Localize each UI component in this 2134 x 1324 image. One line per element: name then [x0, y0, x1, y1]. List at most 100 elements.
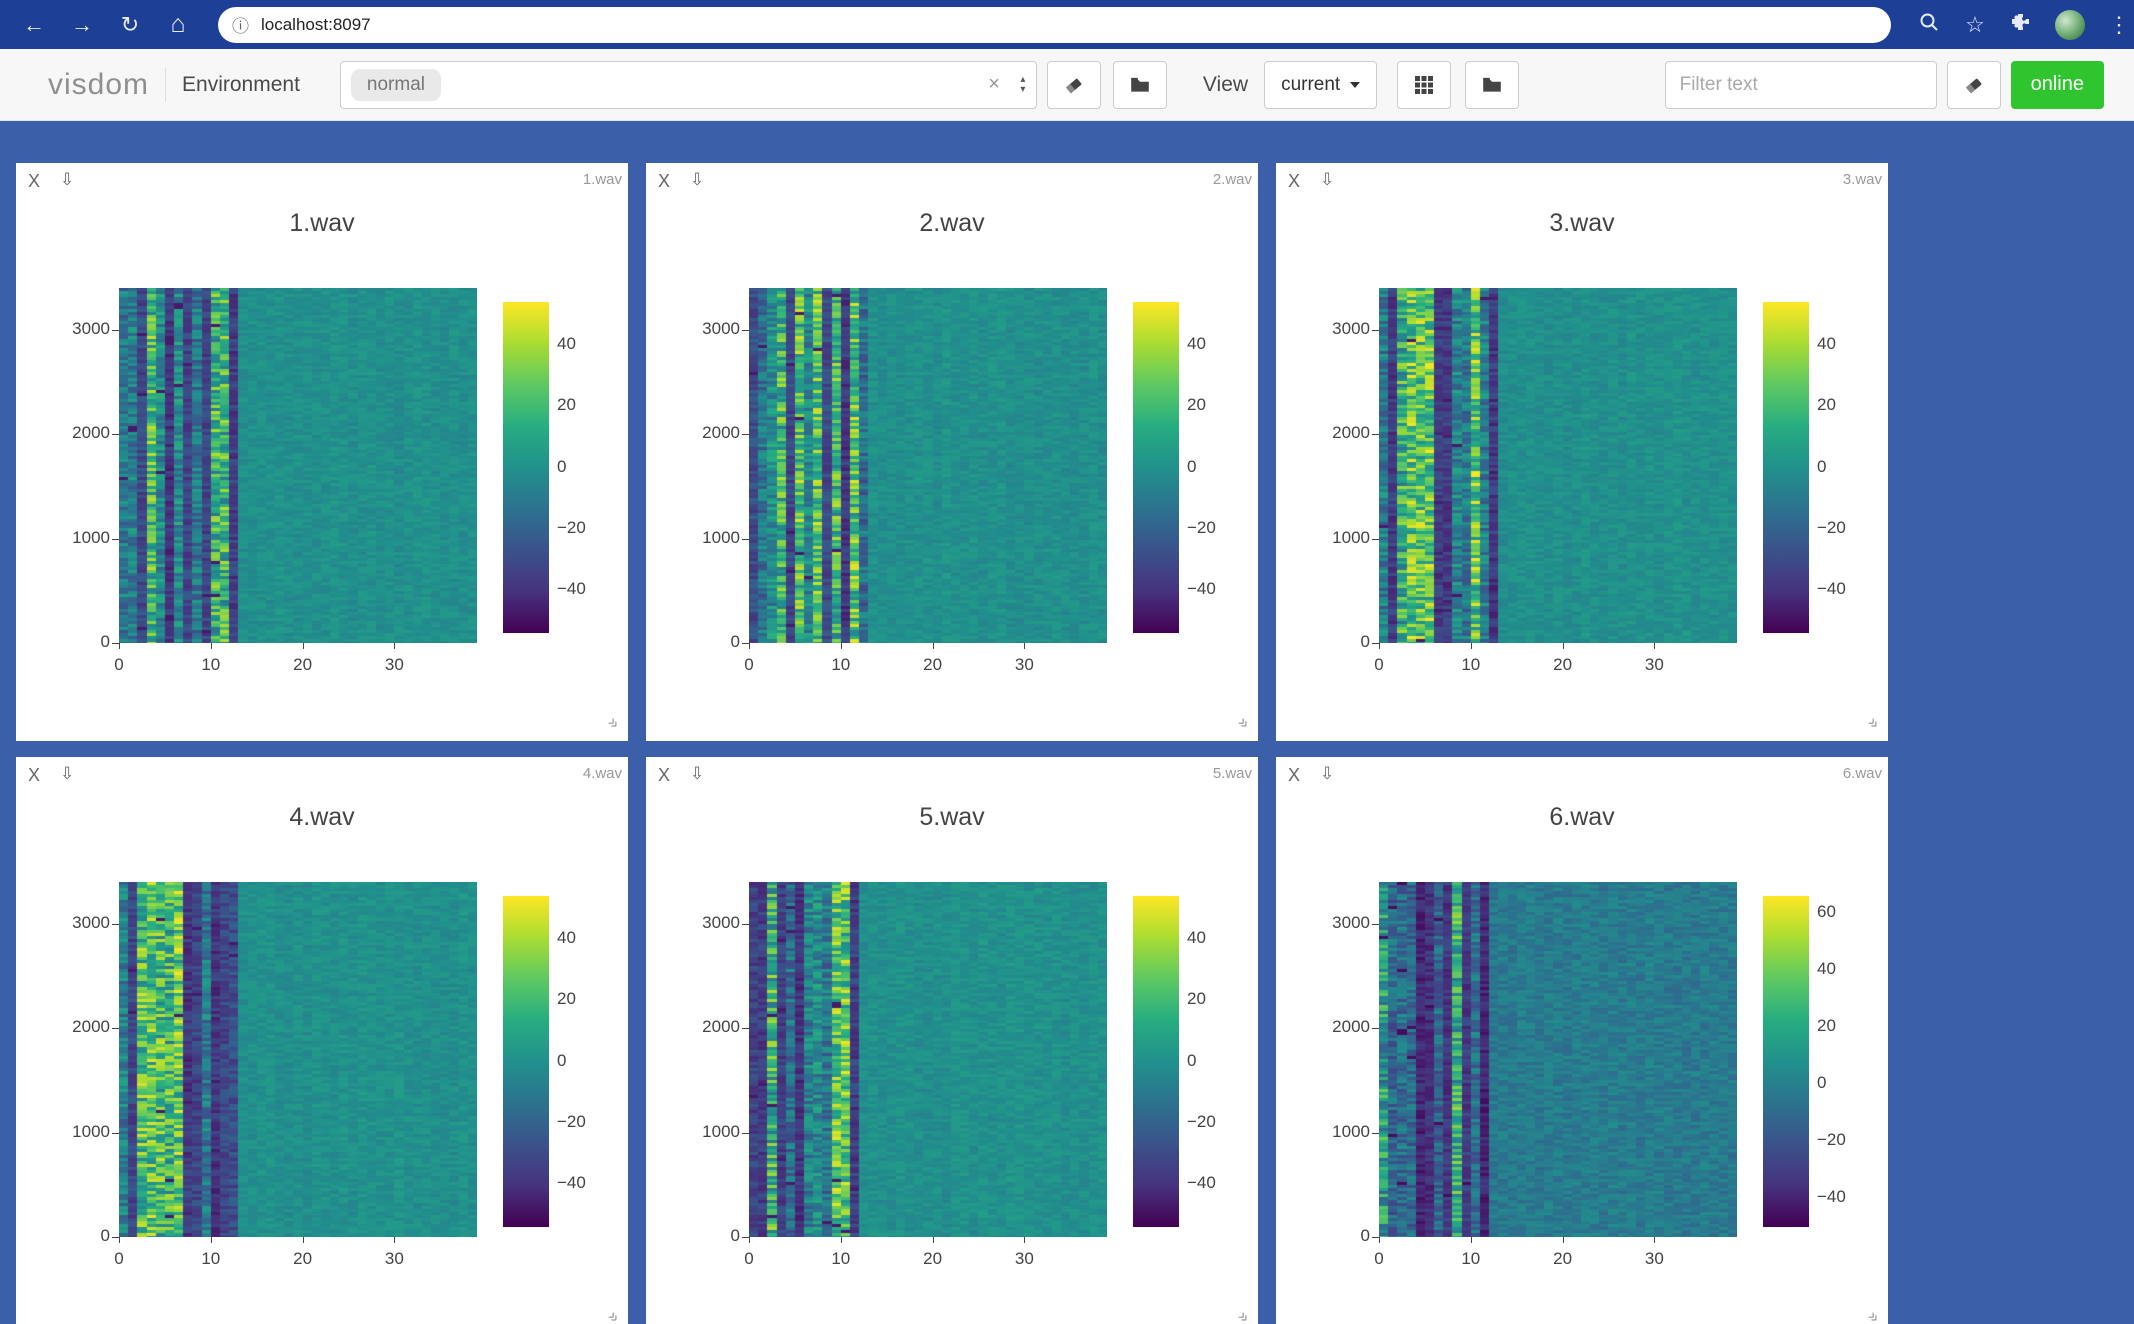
profile-avatar[interactable] — [2055, 9, 2085, 40]
pane-2wav[interactable]: X ⇩ 2.wav 2.wav 0 1000 2000 3000 0 10 20 30 40 20… — [646, 163, 1258, 741]
tick-label: 0 — [744, 1249, 754, 1268]
tick-label: 0 — [1187, 1050, 1197, 1070]
pane-download-icon[interactable]: ⇩ — [1320, 170, 1335, 189]
tick-label: 0 — [1360, 1226, 1370, 1245]
clear-filter-button[interactable] — [1946, 60, 2001, 109]
tick-mark — [749, 643, 750, 649]
pane-6wav[interactable]: X ⇩ 6.wav 6.wav 0 1000 2000 3000 0 10 20 30 60 40… — [1276, 757, 1888, 1324]
tick-label: 30 — [384, 655, 404, 674]
url-bar[interactable]: ⓘ localhost:8097 — [218, 6, 1891, 43]
tick-mark — [394, 1237, 396, 1243]
site-info-icon[interactable]: ⓘ — [232, 17, 249, 36]
colorbar — [1133, 302, 1179, 633]
home-icon[interactable]: ⌂ — [170, 10, 186, 38]
tick-mark — [742, 329, 749, 331]
tick-mark — [742, 1132, 749, 1134]
tick-mark — [742, 923, 749, 925]
colorbar — [1133, 896, 1179, 1227]
reload-icon[interactable]: ↻ — [120, 11, 140, 37]
tick-label: 20 — [1553, 1249, 1573, 1268]
tick-mark — [112, 1028, 119, 1030]
pane-download-icon[interactable]: ⇩ — [690, 764, 705, 783]
tick-label: 10 — [201, 1249, 221, 1268]
magnifier-glyph — [1920, 13, 1938, 31]
pane-label: 1.wav — [582, 171, 622, 188]
tick-label: 40 — [1817, 959, 1836, 979]
visdom-toolbar: visdom Environment normal × ▴ ▾ View cur… — [0, 49, 2134, 121]
pane-close-icon[interactable]: X — [1288, 171, 1301, 191]
pane-label: 6.wav — [1842, 765, 1882, 782]
environment-spinner[interactable]: ▴ ▾ — [1010, 62, 1036, 108]
pane-close-icon[interactable]: X — [28, 171, 41, 191]
eraser-icon — [1065, 78, 1082, 93]
tick-mark — [1372, 538, 1379, 540]
pane-download-icon[interactable]: ⇩ — [690, 170, 705, 189]
tick-label: 60 — [1817, 902, 1836, 922]
pane-close-icon[interactable]: X — [28, 765, 41, 785]
view-dropdown[interactable]: current — [1264, 60, 1378, 109]
tick-mark — [1372, 1132, 1379, 1134]
tick-mark — [1372, 1028, 1379, 1030]
spinner-up-icon[interactable]: ▴ — [1020, 73, 1026, 85]
tick-label: 0 — [744, 655, 754, 674]
save-view-button[interactable] — [1465, 60, 1520, 109]
browser-menu-icon[interactable]: ⋮ — [2108, 11, 2130, 37]
tick-label: 0 — [1374, 655, 1384, 674]
environment-token[interactable]: normal — [350, 68, 441, 101]
tick-mark — [742, 643, 749, 644]
colorbar — [503, 896, 549, 1227]
pane-3wav[interactable]: X ⇩ 3.wav 3.wav 0 1000 2000 3000 0 10 20 30 40 20… — [1276, 163, 1888, 741]
clear-environment-icon[interactable]: × — [988, 73, 1000, 95]
tick-label: 3000 — [72, 912, 110, 932]
chart-title: 5.wav — [919, 803, 985, 831]
tick-label: 20 — [923, 655, 943, 674]
pane-download-icon[interactable]: ⇩ — [60, 170, 75, 189]
heatmap-canvas — [119, 288, 477, 643]
tick-label: 10 — [201, 655, 221, 674]
filter-input[interactable] — [1664, 60, 1937, 109]
tick-mark — [119, 1237, 120, 1243]
tick-label: 0 — [114, 1249, 124, 1268]
tick-label: 10 — [831, 655, 851, 674]
pane-5wav[interactable]: X ⇩ 5.wav 5.wav 0 1000 2000 3000 0 10 20 30 40 20… — [646, 757, 1258, 1324]
pane-close-icon[interactable]: X — [658, 171, 671, 191]
environment-select[interactable]: normal × ▴ ▾ — [339, 60, 1037, 109]
view-dropdown-value: current — [1281, 73, 1341, 95]
tick-mark — [749, 1237, 750, 1243]
url-text[interactable]: localhost:8097 — [261, 14, 371, 34]
zoom-icon[interactable] — [1917, 11, 1941, 39]
heatmap-chart: 5.wav 0 1000 2000 3000 0 10 20 30 40 20 0 −20 −40 — [646, 757, 1258, 1324]
extensions-puzzle-icon[interactable] — [2009, 11, 2033, 39]
tick-mark — [210, 1237, 212, 1243]
tick-mark — [1372, 434, 1379, 436]
eraser-icon — [1965, 78, 1982, 93]
repack-layout-button[interactable] — [1397, 60, 1452, 109]
pane-download-icon[interactable]: ⇩ — [1320, 764, 1335, 783]
heatmap-canvas — [749, 882, 1107, 1237]
tick-mark — [932, 1237, 934, 1243]
back-icon[interactable]: ← — [23, 11, 45, 37]
browser-toolbar: ← → ↻ ⌂ ⓘ localhost:8097 ☆ ⋮ — [0, 0, 2134, 49]
chart-title: 3.wav — [1549, 209, 1615, 237]
spinner-down-icon[interactable]: ▾ — [1020, 83, 1026, 95]
online-status-button[interactable]: online — [2010, 60, 2104, 109]
forward-icon[interactable]: → — [71, 11, 93, 37]
environment-label: Environment — [182, 72, 300, 96]
folder-icon — [1131, 77, 1149, 92]
tick-label: 0 — [1360, 632, 1370, 651]
colorbar — [503, 302, 549, 633]
tick-label: 1000 — [1332, 1121, 1370, 1141]
save-environment-button[interactable] — [1112, 60, 1167, 109]
pane-close-icon[interactable]: X — [658, 765, 671, 785]
pane-download-icon[interactable]: ⇩ — [60, 764, 75, 783]
chart-title: 6.wav — [1549, 803, 1615, 831]
pane-4wav[interactable]: X ⇩ 4.wav 4.wav 0 1000 2000 3000 0 10 20 30 40 20… — [16, 757, 628, 1324]
pane-close-icon[interactable]: X — [1288, 765, 1301, 785]
bookmark-star-icon[interactable]: ☆ — [1965, 11, 1985, 37]
view-label: View — [1202, 72, 1249, 96]
tick-mark — [742, 434, 749, 436]
tick-label: 3000 — [1332, 912, 1370, 932]
pane-1wav[interactable]: X ⇩ 1.wav 1.wav 0 1000 2000 3000 0 10 20 30 40 20… — [16, 163, 628, 741]
tick-mark — [1470, 1237, 1472, 1243]
clear-environment-button[interactable] — [1046, 60, 1101, 109]
